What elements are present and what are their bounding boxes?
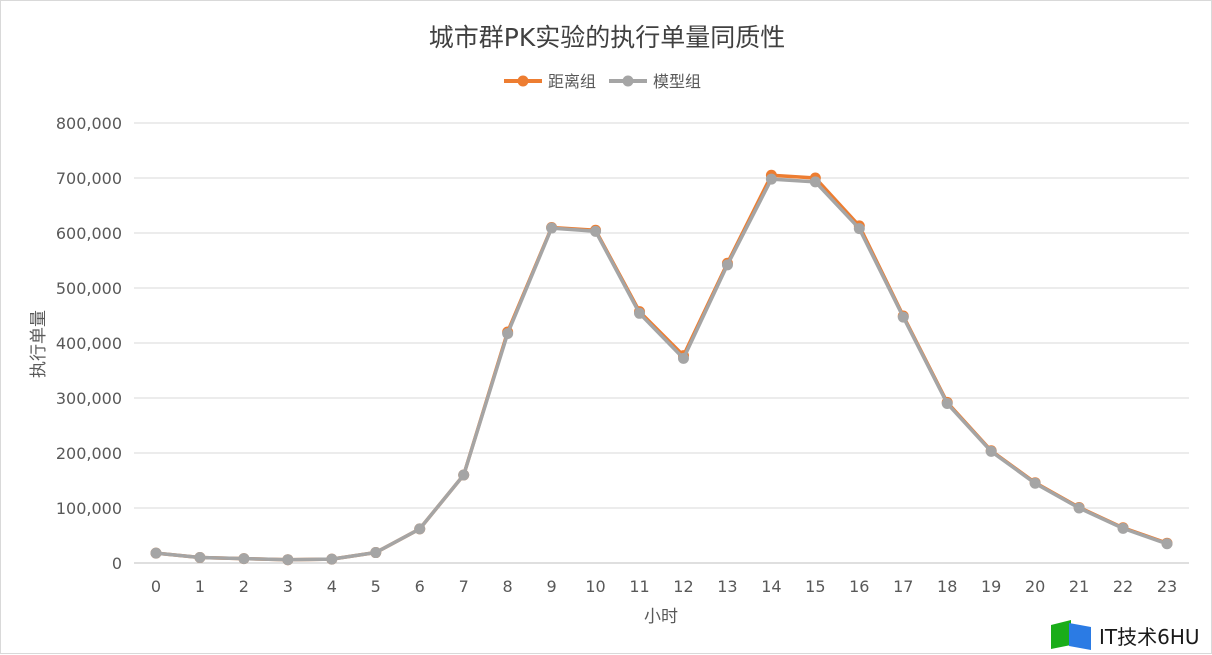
data-point-s1-22 xyxy=(1117,522,1129,534)
data-point-s1-0 xyxy=(150,547,162,559)
x-tick-label-3: 3 xyxy=(283,577,293,596)
data-point-s1-6 xyxy=(414,523,426,535)
y-tick-label-1: 100,000 xyxy=(56,499,122,518)
y-tick-label-4: 400,000 xyxy=(56,334,122,353)
data-point-s1-2 xyxy=(238,553,250,565)
x-tick-label-13: 13 xyxy=(717,577,737,596)
data-point-s1-5 xyxy=(370,547,382,559)
x-tick-label-0: 0 xyxy=(151,577,161,596)
data-point-s1-8 xyxy=(502,328,514,340)
legend-swatch-marker-0 xyxy=(517,75,529,87)
x-tick-labels: 0 1 2 3 4 5 6 7 8 9 10 11 12 13 14 15 16 17 18 19 20 21 22 23 xyxy=(151,577,1177,596)
legend-label-1: 模型组 xyxy=(653,72,701,91)
y-axis-label: 执行单量 xyxy=(29,310,49,378)
x-tick-label-11: 11 xyxy=(629,577,649,596)
x-tick-label-18: 18 xyxy=(937,577,957,596)
data-point-s1-3 xyxy=(282,554,294,566)
gridlines xyxy=(134,122,1189,564)
x-tick-label-21: 21 xyxy=(1069,577,1089,596)
legend-item-series-0: 距离组 xyxy=(504,72,596,91)
data-point-s1-12 xyxy=(677,352,689,364)
y-tick-labels: 0 100,000 200,000 300,000 400,000 500,000 600,… xyxy=(56,114,122,573)
x-tick-label-14: 14 xyxy=(761,577,781,596)
series-line-1 xyxy=(154,177,1169,562)
watermark-logo-icon xyxy=(1051,620,1091,650)
data-point-s1-4 xyxy=(326,553,338,565)
data-point-s1-14 xyxy=(765,173,777,185)
x-tick-label-8: 8 xyxy=(503,577,513,596)
x-tick-label-5: 5 xyxy=(371,577,381,596)
data-point-s1-1 xyxy=(194,552,206,563)
series-0 xyxy=(150,169,1173,566)
x-tick-label-1: 1 xyxy=(195,577,205,596)
data-point-s1-13 xyxy=(721,259,733,271)
data-point-s1-11 xyxy=(634,307,646,319)
x-axis-label: 小时 xyxy=(644,607,678,627)
y-tick-label-3: 300,000 xyxy=(56,389,122,408)
y-tick-label-2: 200,000 xyxy=(56,444,122,463)
data-point-s1-17 xyxy=(897,311,909,323)
x-tick-label-16: 16 xyxy=(849,577,869,596)
watermark-text: IT技术6HU xyxy=(1099,625,1200,649)
data-point-s1-16 xyxy=(853,223,865,235)
x-tick-label-10: 10 xyxy=(585,577,605,596)
watermark: IT技术6HU xyxy=(1051,620,1200,650)
x-tick-label-23: 23 xyxy=(1157,577,1177,596)
x-tick-label-19: 19 xyxy=(981,577,1001,596)
y-tick-label-7: 700,000 xyxy=(56,169,122,188)
x-tick-label-17: 17 xyxy=(893,577,913,596)
x-tick-label-4: 4 xyxy=(327,577,337,596)
x-tick-label-20: 20 xyxy=(1025,577,1045,596)
series-1 xyxy=(150,173,1173,566)
x-tick-label-12: 12 xyxy=(673,577,693,596)
legend-item-series-1: 模型组 xyxy=(609,72,701,91)
data-point-s1-7 xyxy=(458,469,470,481)
legend-label-0: 距离组 xyxy=(548,72,596,91)
data-point-s1-10 xyxy=(590,225,602,237)
data-point-s1-23 xyxy=(1161,538,1173,550)
legend-swatch-marker-1 xyxy=(622,75,634,87)
legend: 距离组 模型组 xyxy=(504,72,701,91)
data-point-s1-9 xyxy=(546,222,558,234)
data-point-s1-19 xyxy=(985,445,997,457)
y-tick-label-0: 0 xyxy=(112,554,122,573)
y-tick-label-6: 600,000 xyxy=(56,224,122,243)
data-point-s1-20 xyxy=(1029,477,1041,489)
data-point-s1-15 xyxy=(809,176,821,188)
y-tick-label-8: 800,000 xyxy=(56,114,122,133)
data-point-s1-18 xyxy=(941,398,953,409)
series-layer xyxy=(150,169,1173,566)
data-point-s1-21 xyxy=(1073,502,1085,514)
x-tick-label-2: 2 xyxy=(239,577,249,596)
x-tick-label-9: 9 xyxy=(547,577,557,596)
x-tick-label-6: 6 xyxy=(415,577,425,596)
chart-title: 城市群PK实验的执行单量同质性 xyxy=(429,23,785,52)
x-tick-label-7: 7 xyxy=(459,577,469,596)
x-tick-label-22: 22 xyxy=(1113,577,1133,596)
x-tick-label-15: 15 xyxy=(805,577,825,596)
y-tick-label-5: 500,000 xyxy=(56,279,122,298)
